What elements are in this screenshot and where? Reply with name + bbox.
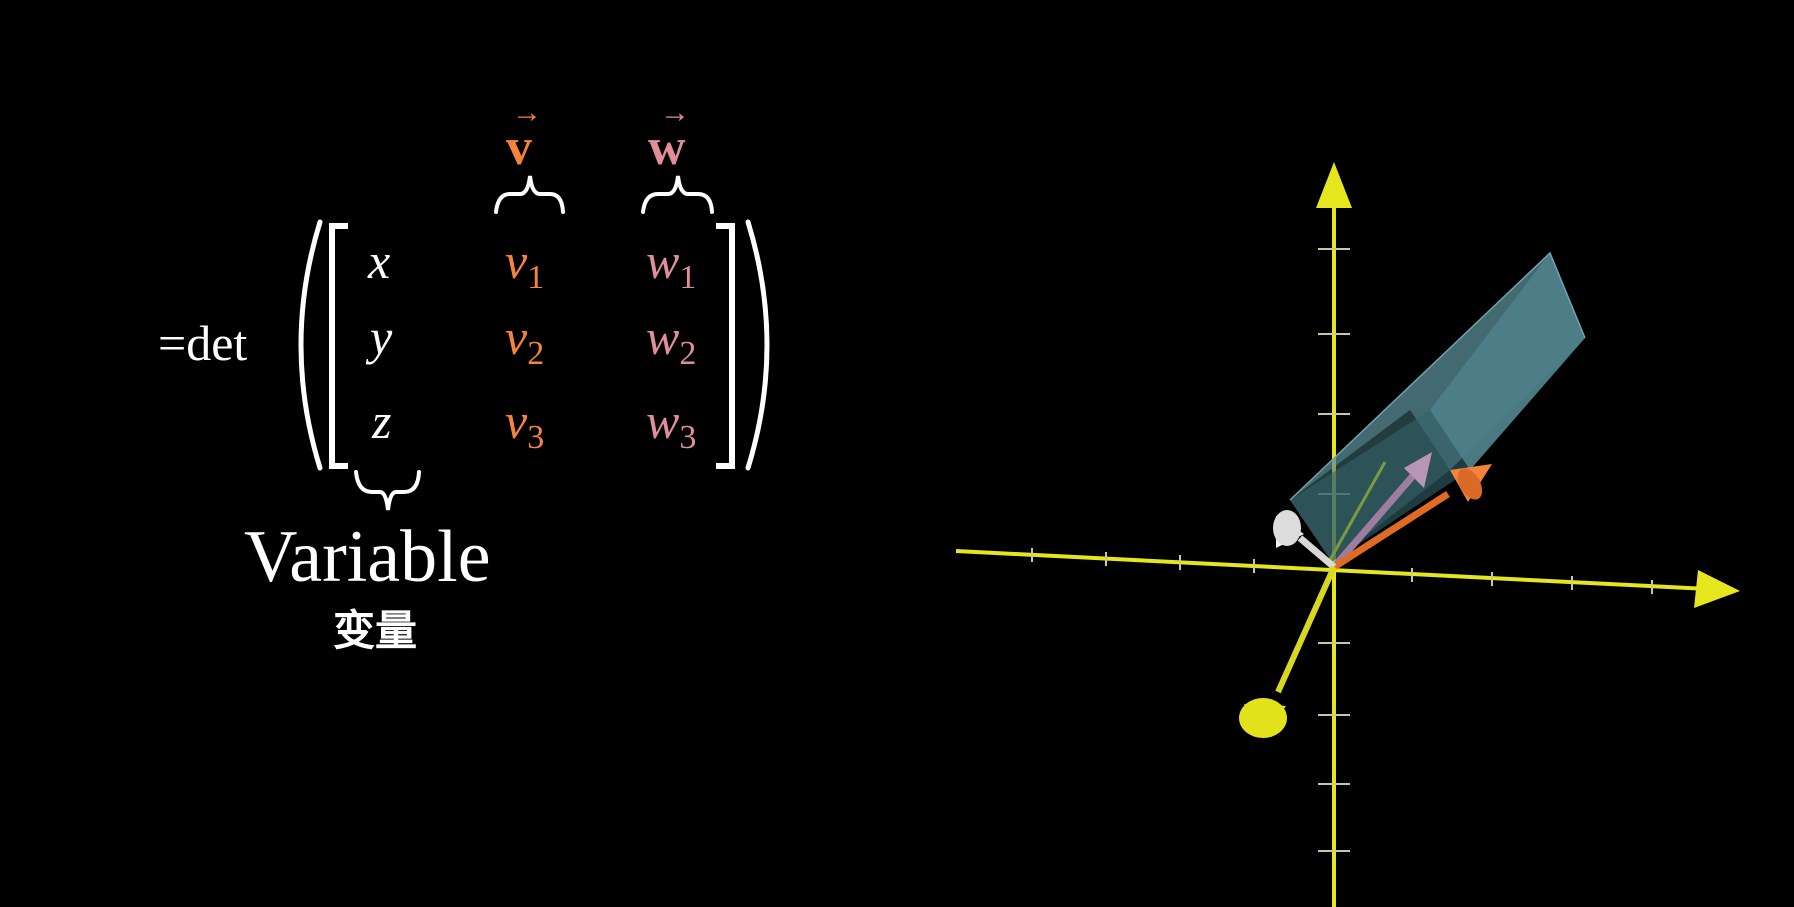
matrix-cell-v3: v3 <box>505 393 545 456</box>
prism-bottom-face <box>1290 410 1470 562</box>
x-axis-arrowhead <box>1694 570 1740 608</box>
variable-label-cn: 变量 <box>333 606 418 655</box>
z-axis-arrowhead <box>1316 162 1352 208</box>
matrix-cell-x: x <box>368 233 391 289</box>
det-prefix: =det <box>158 315 248 371</box>
matrix-cell-y: y <box>370 309 393 365</box>
vector-v-label: → v <box>506 96 542 176</box>
matrix-cell-w3: w3 <box>646 393 697 456</box>
cross-product-guide-line <box>1328 461 1387 561</box>
vector-w-arrow-head <box>1404 452 1432 488</box>
vector-w-label: → w <box>648 96 690 176</box>
white-vector-cone-base <box>1273 510 1301 546</box>
vector-v-arrow-shaft <box>1332 491 1450 570</box>
vector-v-arrow: → <box>512 96 542 129</box>
matrix-cell-w1: w1 <box>646 233 697 296</box>
brace-variable <box>354 470 421 511</box>
matrix-cell-w2: w2 <box>646 309 697 372</box>
brace-v <box>494 175 565 214</box>
left-bracket <box>329 223 348 469</box>
vector-v-cone-base <box>1457 468 1483 500</box>
prism-end-face <box>1430 253 1585 470</box>
white-vector-shaft <box>1297 535 1337 570</box>
matrix-cell-v1: v1 <box>505 233 545 296</box>
x-axis-ticks <box>1031 548 1653 594</box>
variable-label: Variable <box>244 516 491 598</box>
matrix-cell-v2: v2 <box>505 309 545 372</box>
brace-w <box>641 175 714 214</box>
right-parenthesis <box>745 219 770 471</box>
left-parenthesis <box>298 219 323 471</box>
yellow-vector-cone-base <box>1239 698 1287 738</box>
right-bracket <box>716 223 735 469</box>
yellow-vector-shaft <box>1275 565 1337 694</box>
matrix-cell-z: z <box>372 393 392 449</box>
vector-w-arrow: → <box>660 96 690 129</box>
vector-w-arrow-shaft <box>1331 467 1421 570</box>
